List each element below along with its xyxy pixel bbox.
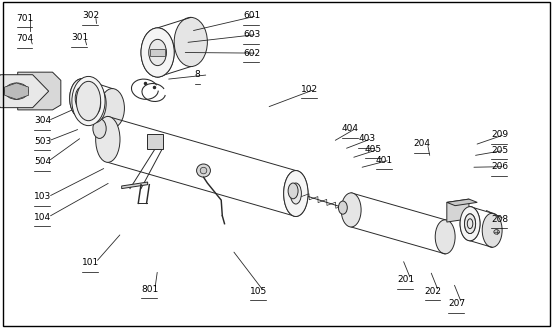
Ellipse shape	[288, 183, 298, 199]
Ellipse shape	[84, 85, 106, 123]
Text: 801: 801	[141, 285, 158, 294]
Ellipse shape	[494, 230, 499, 234]
Ellipse shape	[200, 167, 207, 174]
Ellipse shape	[338, 201, 347, 214]
Ellipse shape	[70, 79, 94, 118]
Text: 603: 603	[243, 30, 260, 39]
Ellipse shape	[75, 87, 88, 110]
Text: 504: 504	[34, 157, 51, 166]
Polygon shape	[154, 61, 163, 75]
Text: 202: 202	[425, 287, 442, 296]
Text: 201: 201	[397, 275, 414, 284]
Text: 403: 403	[358, 134, 375, 143]
Ellipse shape	[290, 183, 301, 204]
Ellipse shape	[100, 89, 124, 128]
Ellipse shape	[149, 39, 166, 66]
Polygon shape	[147, 134, 163, 149]
Text: 304: 304	[34, 116, 51, 125]
Text: 104: 104	[34, 213, 51, 222]
FancyBboxPatch shape	[150, 49, 165, 56]
Text: 704: 704	[17, 34, 34, 43]
Text: 101: 101	[82, 258, 99, 267]
Text: 602: 602	[243, 49, 260, 58]
Text: 204: 204	[414, 139, 431, 148]
Ellipse shape	[467, 219, 473, 229]
Ellipse shape	[76, 81, 101, 121]
Text: 301: 301	[71, 33, 88, 42]
Text: 405: 405	[365, 145, 382, 154]
Text: 208: 208	[491, 215, 508, 224]
Text: 701: 701	[17, 13, 34, 23]
Text: 103: 103	[34, 192, 51, 201]
Text: 702: 702	[7, 91, 24, 100]
Text: 206: 206	[491, 162, 508, 171]
Ellipse shape	[284, 171, 308, 216]
Text: 404: 404	[342, 124, 359, 133]
Ellipse shape	[90, 93, 101, 114]
Text: 401: 401	[376, 155, 393, 165]
Ellipse shape	[93, 119, 106, 138]
Text: 503: 503	[34, 136, 51, 146]
Ellipse shape	[197, 164, 210, 177]
Ellipse shape	[141, 28, 174, 77]
Ellipse shape	[284, 171, 308, 216]
Polygon shape	[447, 199, 477, 206]
Ellipse shape	[141, 28, 174, 77]
Ellipse shape	[103, 122, 116, 142]
Text: 8: 8	[195, 70, 200, 79]
Text: 207: 207	[448, 299, 465, 308]
Ellipse shape	[482, 213, 502, 247]
Text: 601: 601	[243, 11, 260, 20]
Text: 205: 205	[491, 146, 508, 155]
Ellipse shape	[72, 76, 105, 126]
Ellipse shape	[465, 214, 476, 234]
Ellipse shape	[465, 214, 476, 234]
Ellipse shape	[5, 83, 28, 99]
Polygon shape	[122, 182, 148, 189]
Ellipse shape	[174, 17, 207, 67]
Text: 209: 209	[491, 130, 508, 139]
Ellipse shape	[435, 220, 455, 254]
Polygon shape	[18, 72, 61, 110]
Ellipse shape	[460, 207, 480, 241]
Text: 105: 105	[250, 287, 267, 296]
Text: 102: 102	[301, 85, 319, 94]
Text: 302: 302	[82, 11, 99, 20]
Ellipse shape	[460, 207, 480, 241]
Polygon shape	[447, 199, 469, 222]
Ellipse shape	[341, 193, 361, 227]
Ellipse shape	[96, 116, 120, 162]
Ellipse shape	[70, 79, 94, 118]
